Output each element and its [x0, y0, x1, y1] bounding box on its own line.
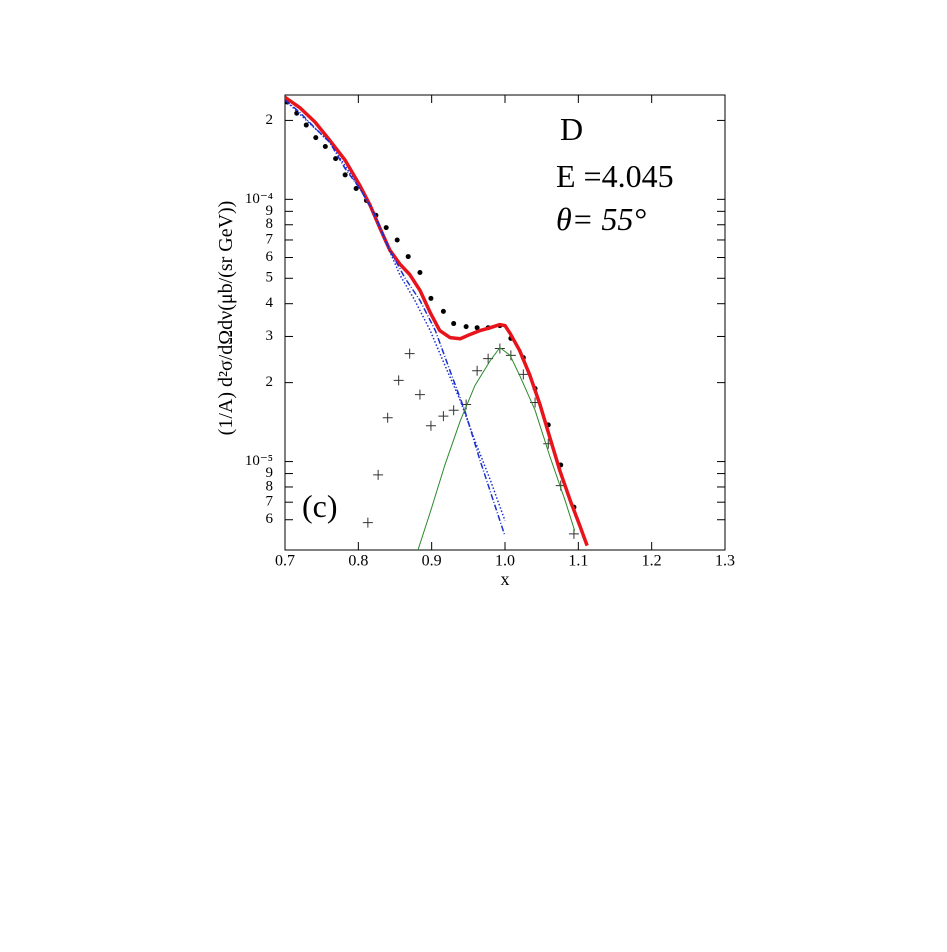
data-point	[440, 308, 446, 314]
x-tick-label: 0.8	[348, 553, 368, 570]
annotation: θ= 55°	[556, 201, 646, 237]
data-point	[313, 135, 319, 141]
y-tick-label: 2	[266, 374, 274, 390]
cross-marker	[414, 389, 425, 400]
x-tick-label: 1.0	[495, 553, 515, 570]
x-tick-label: 1.1	[568, 553, 588, 570]
y-tick-label: 10⁻⁵	[245, 453, 273, 469]
y-tick-label: 8	[266, 478, 274, 494]
data-point	[394, 237, 400, 243]
cross-marker	[448, 405, 459, 416]
plot-area	[285, 95, 589, 550]
data-point	[451, 321, 457, 327]
cross-marker	[382, 412, 393, 423]
y-tick-label: 6	[266, 249, 274, 265]
cross-marker	[568, 528, 579, 539]
cross-marker	[425, 420, 436, 431]
cross-marker	[404, 348, 415, 359]
cross-marker	[472, 365, 483, 376]
y-tick-label: 4	[266, 295, 274, 311]
y-tick-label: 10⁻⁴	[245, 191, 273, 207]
data-point	[322, 144, 328, 150]
x-tick-label: 1.3	[715, 553, 735, 570]
y-tick-label: 6	[266, 511, 274, 527]
y-tick-label: 7	[266, 231, 274, 247]
data-point	[383, 225, 389, 231]
curve	[285, 99, 506, 537]
cross-marker	[373, 469, 384, 480]
data-point	[474, 325, 480, 331]
data-point	[405, 254, 411, 260]
y-tick-label: 8	[266, 216, 274, 232]
x-tick-label: 0.9	[422, 553, 442, 570]
y-tick-label: 9	[266, 465, 274, 481]
cross-marker	[518, 369, 529, 380]
data-point	[333, 156, 339, 162]
y-tick-label: 7	[266, 494, 274, 510]
cross-marker	[494, 343, 505, 354]
data-point	[417, 270, 423, 276]
data-point	[303, 122, 309, 128]
annotation: D	[560, 111, 583, 147]
cross-marker	[505, 350, 516, 361]
y-tick-label: 2	[266, 112, 274, 128]
y-tick-label: 9	[266, 203, 274, 219]
curve	[417, 347, 576, 550]
y-tick-label: 5	[266, 270, 274, 286]
cross-marker	[393, 375, 404, 386]
curve	[285, 95, 589, 547]
curve	[285, 99, 506, 521]
cross-marker	[438, 411, 449, 422]
cross-marker	[362, 517, 373, 528]
annotation: (c)	[302, 488, 338, 524]
x-tick-label: 1.2	[642, 553, 662, 570]
data-point	[463, 324, 469, 330]
x-tick-label: 0.7	[275, 553, 295, 570]
y-axis-label: (1/A) d²σ/dΩdν(μb/(sr GeV))	[215, 201, 237, 436]
data-point	[353, 185, 359, 191]
y-tick-label: 3	[266, 328, 274, 344]
data-point	[428, 295, 434, 301]
annotation: E =4.045	[556, 158, 674, 194]
x-axis-label: x	[501, 569, 510, 589]
data-point	[342, 172, 348, 178]
